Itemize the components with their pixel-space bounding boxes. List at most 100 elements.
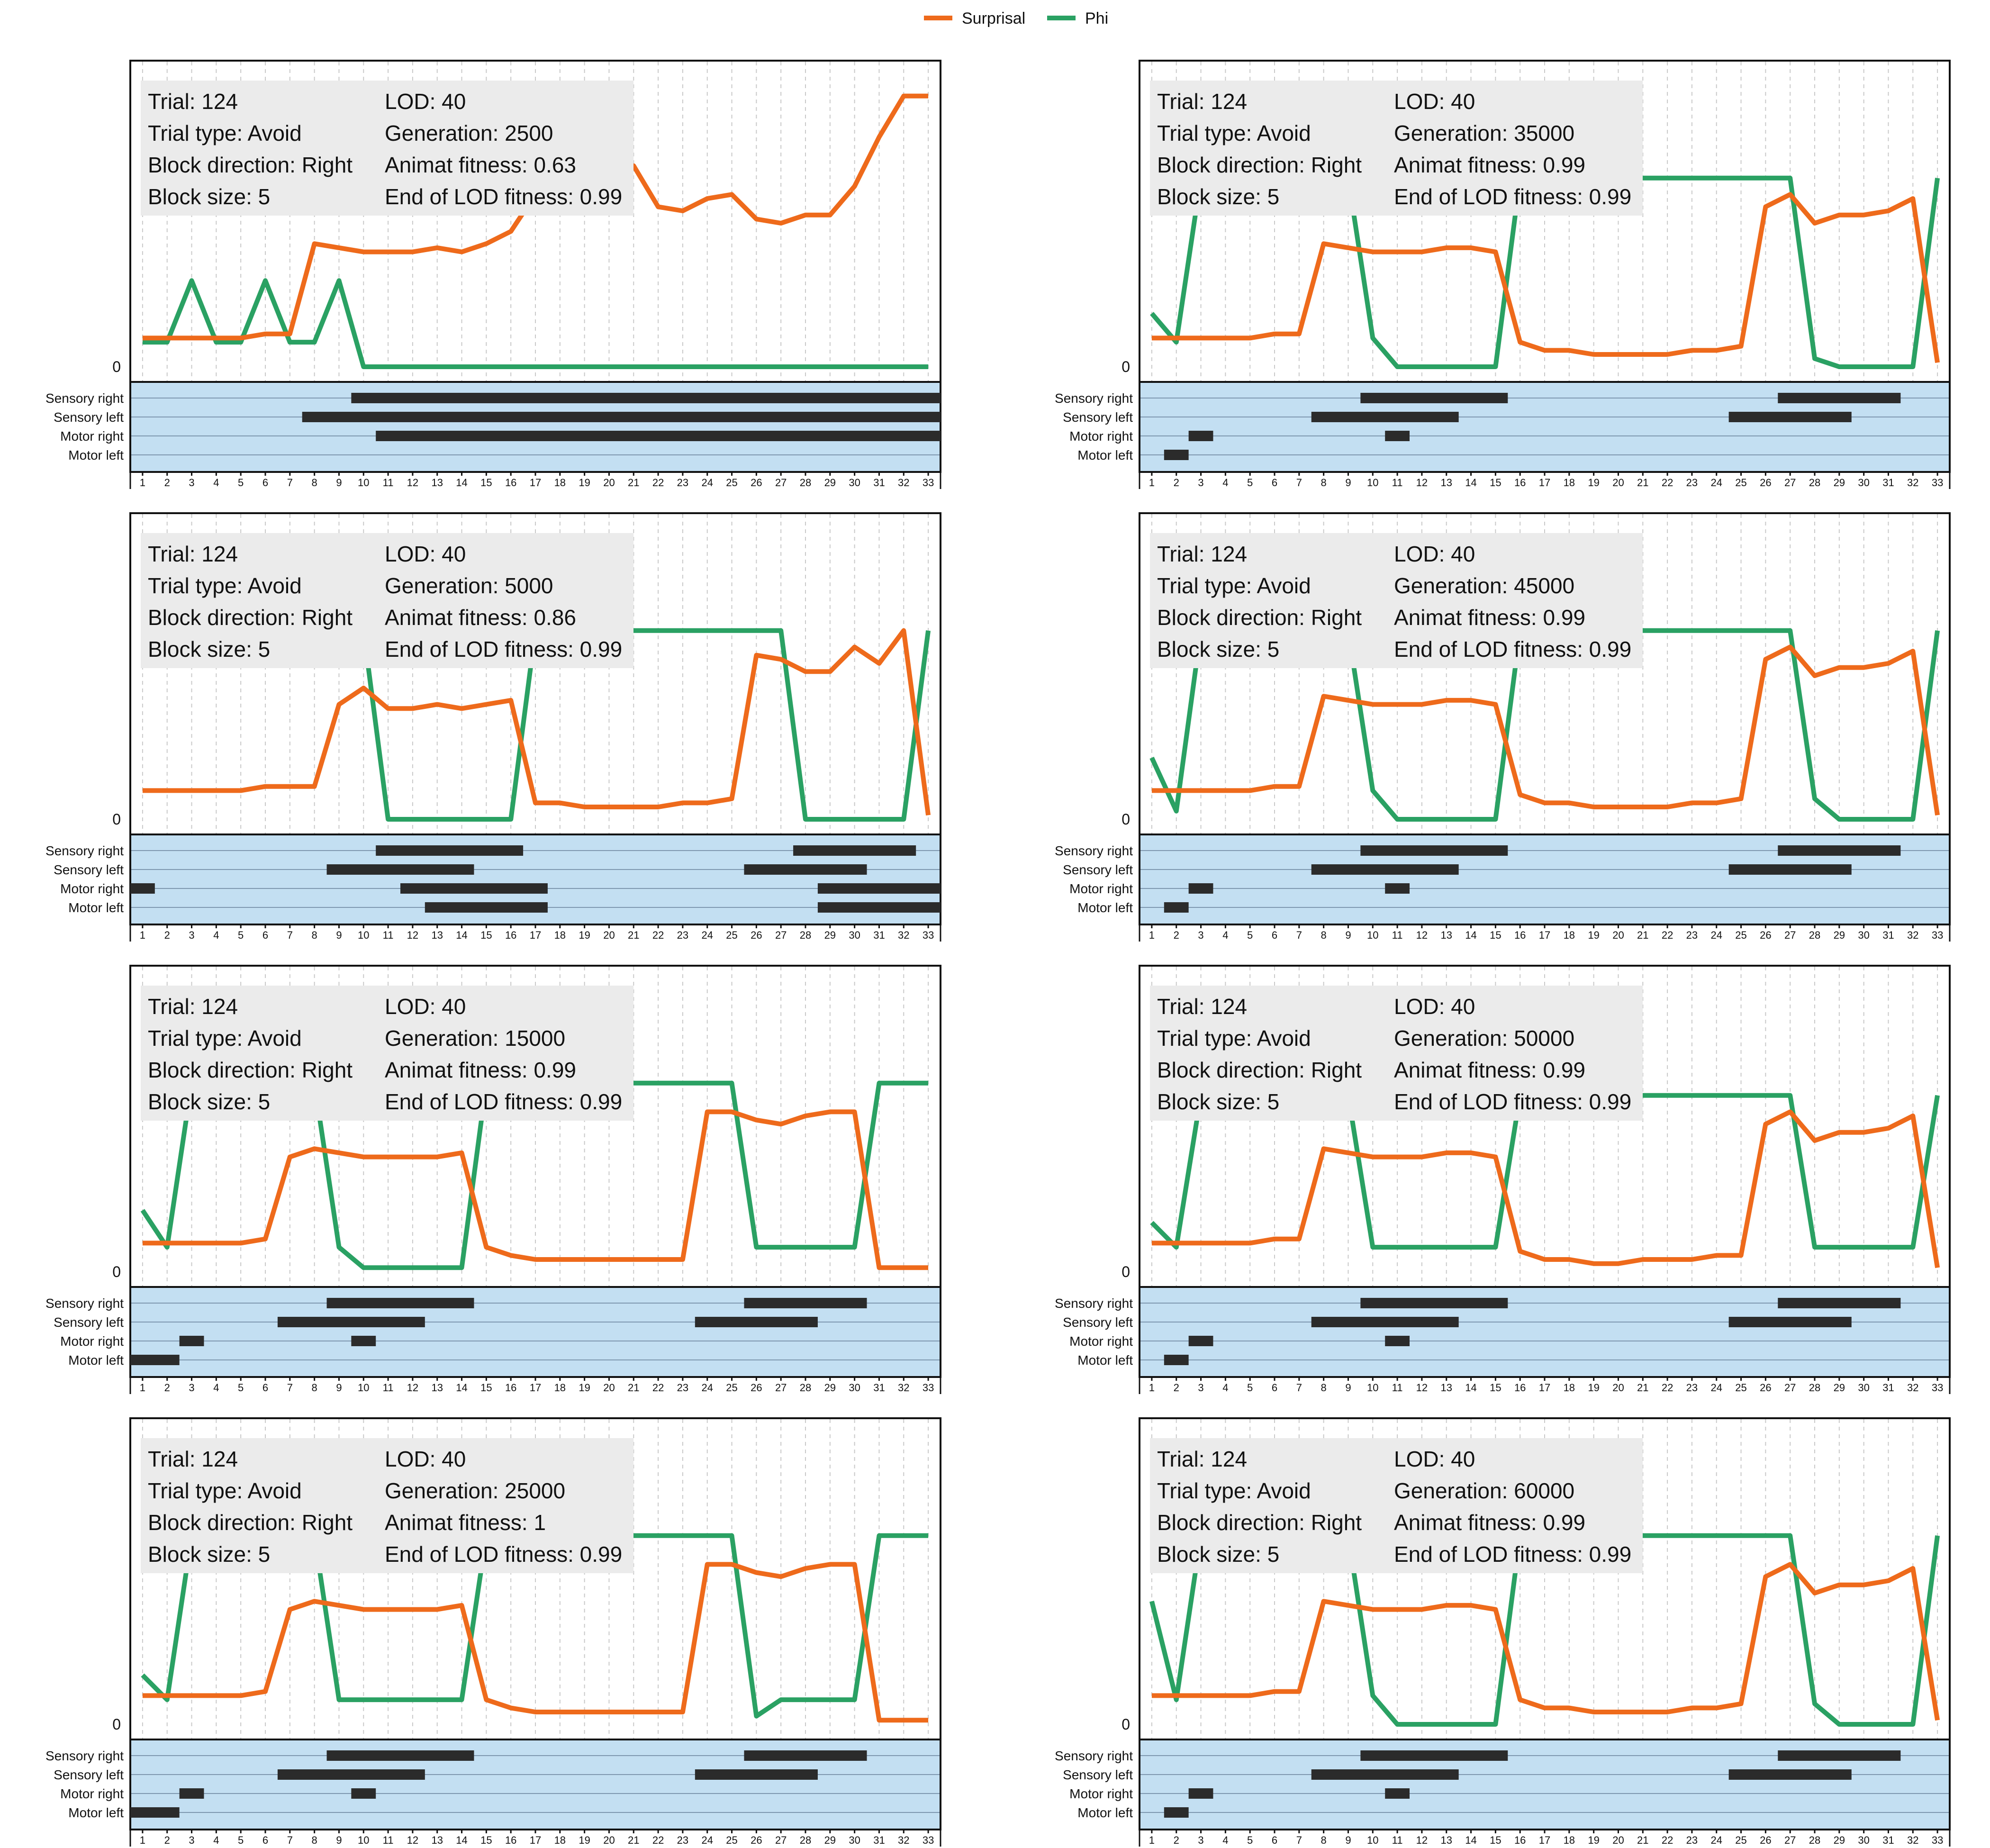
x-tick-label: 1 — [1149, 477, 1155, 489]
info-trial-type: Trial type: Avoid — [148, 1026, 302, 1051]
activity-segment — [695, 1769, 818, 1780]
x-tick-label: 28 — [800, 477, 811, 489]
x-tick-label: 26 — [751, 929, 762, 941]
info-box — [1150, 1438, 1643, 1573]
x-tick-label: 29 — [1834, 477, 1845, 489]
x-tick-label: 11 — [1392, 1834, 1403, 1846]
info-trial-type: Trial type: Avoid — [1157, 1478, 1311, 1503]
x-tick-label: 3 — [189, 1382, 194, 1394]
x-tick-label: 2 — [164, 1382, 170, 1394]
info-generation: Generation: 2500 — [385, 121, 553, 145]
x-tick-label: 4 — [1222, 1382, 1228, 1394]
x-tick-label: 25 — [726, 477, 737, 489]
x-tick-label: 23 — [677, 477, 688, 489]
info-animat-fitness: Animat fitness: 0.86 — [385, 605, 576, 630]
activity-segment — [1778, 1750, 1901, 1761]
activity-segment — [744, 864, 867, 875]
x-tick-label: 26 — [1760, 1834, 1771, 1846]
activity-segment — [130, 883, 155, 894]
x-tick-label: 24 — [701, 929, 713, 941]
activity-segment — [1728, 1317, 1852, 1327]
x-tick-label: 15 — [1490, 477, 1501, 489]
panel-5: 0 Trial: 124 Trial type: Avoid Block direct… — [45, 965, 941, 1394]
row-label: Motor right — [1069, 429, 1133, 444]
x-tick-label: 10 — [1367, 477, 1378, 489]
x-tick-label: 14 — [456, 1834, 467, 1846]
x-tick-label: 32 — [898, 929, 909, 941]
info-animat-fitness: Animat fitness: 0.99 — [1394, 1510, 1585, 1535]
y-zero-label: 0 — [1122, 358, 1130, 375]
info-lod: LOD: 40 — [385, 542, 466, 566]
x-tick-label: 4 — [1222, 477, 1228, 489]
info-animat-fitness: Animat fitness: 0.99 — [1394, 153, 1585, 177]
surprisal-line — [1151, 1109, 1940, 1268]
info-box — [141, 1438, 633, 1573]
x-tick-label: 8 — [312, 929, 317, 941]
activity-segment — [1360, 1298, 1508, 1308]
x-tick-label: 33 — [1932, 1382, 1943, 1394]
x-tick-label: 26 — [1760, 1382, 1771, 1394]
x-tick-label: 22 — [652, 477, 664, 489]
info-animat-fitness: Animat fitness: 0.99 — [1394, 605, 1585, 630]
info-block-size: Block size: 5 — [148, 184, 270, 209]
x-tick-label: 5 — [238, 1834, 244, 1846]
x-tick-label: 17 — [530, 929, 541, 941]
x-tick-label: 5 — [238, 477, 244, 489]
info-box — [141, 81, 633, 216]
x-tick-label: 32 — [898, 1382, 909, 1394]
info-animat-fitness: Animat fitness: 1 — [385, 1510, 546, 1535]
x-tick-label: 8 — [312, 1834, 317, 1846]
activity-segment — [1385, 1788, 1410, 1799]
x-tick-label: 4 — [1222, 929, 1228, 941]
y-zero-label: 0 — [1122, 1263, 1130, 1280]
x-tick-label: 6 — [1272, 929, 1277, 941]
x-tick-label: 10 — [358, 477, 369, 489]
activity-segment — [1385, 883, 1410, 894]
x-tick-label: 25 — [726, 929, 737, 941]
activity-segment — [1188, 883, 1213, 894]
x-tick-label: 20 — [603, 1834, 615, 1846]
x-tick-label: 31 — [1882, 1382, 1894, 1394]
x-tick-label: 19 — [1588, 1382, 1599, 1394]
x-tick-label: 19 — [1588, 929, 1599, 941]
row-label: Sensory right — [1055, 1748, 1133, 1763]
x-tick-label: 30 — [849, 477, 860, 489]
surprisal-line — [142, 1109, 929, 1270]
activity-segment — [400, 883, 548, 894]
activity-segment — [1360, 845, 1508, 856]
legend-phi-label: Phi — [1085, 9, 1108, 27]
activity-segment — [1188, 1788, 1213, 1799]
activity-segment — [1188, 1336, 1213, 1346]
info-trial-type: Trial type: Avoid — [148, 1478, 302, 1503]
activity-segment — [351, 1788, 376, 1799]
activity-segment — [1311, 1317, 1459, 1327]
x-tick-label: 21 — [1637, 1382, 1648, 1394]
row-label: Sensory left — [54, 1315, 124, 1330]
info-trial: Trial: 124 — [1157, 542, 1247, 566]
row-label: Sensory right — [45, 843, 124, 858]
x-tick-label: 33 — [1932, 1834, 1943, 1846]
x-tick-label: 21 — [628, 1382, 639, 1394]
activity-segment — [1311, 1769, 1459, 1780]
row-label: Motor left — [1077, 900, 1133, 915]
x-tick-label: 9 — [1345, 1834, 1351, 1846]
x-tick-label: 15 — [480, 1834, 492, 1846]
x-tick-label: 12 — [1416, 1382, 1428, 1394]
activity-segment — [1728, 1769, 1852, 1780]
panel-6: 0 Trial: 124 Trial type: Avoid Block direct… — [1055, 965, 1951, 1394]
x-tick-label: 28 — [800, 1834, 811, 1846]
x-tick-label: 8 — [312, 477, 317, 489]
row-label: Sensory left — [1063, 1315, 1133, 1330]
x-tick-label: 32 — [1907, 1834, 1918, 1846]
x-tick-label: 31 — [873, 1834, 885, 1846]
info-trial: Trial: 124 — [1157, 89, 1247, 114]
x-tick-label: 28 — [1809, 477, 1820, 489]
x-tick-label: 20 — [1612, 477, 1624, 489]
activity-segment — [793, 845, 916, 856]
panel-7: 0 Trial: 124 Trial type: Avoid Block direct… — [45, 1417, 941, 1847]
x-tick-label: 16 — [1514, 1834, 1526, 1846]
x-tick-label: 2 — [1174, 929, 1179, 941]
x-tick-label: 23 — [677, 929, 688, 941]
x-tick-label: 31 — [873, 929, 885, 941]
x-tick-label: 11 — [383, 929, 394, 941]
